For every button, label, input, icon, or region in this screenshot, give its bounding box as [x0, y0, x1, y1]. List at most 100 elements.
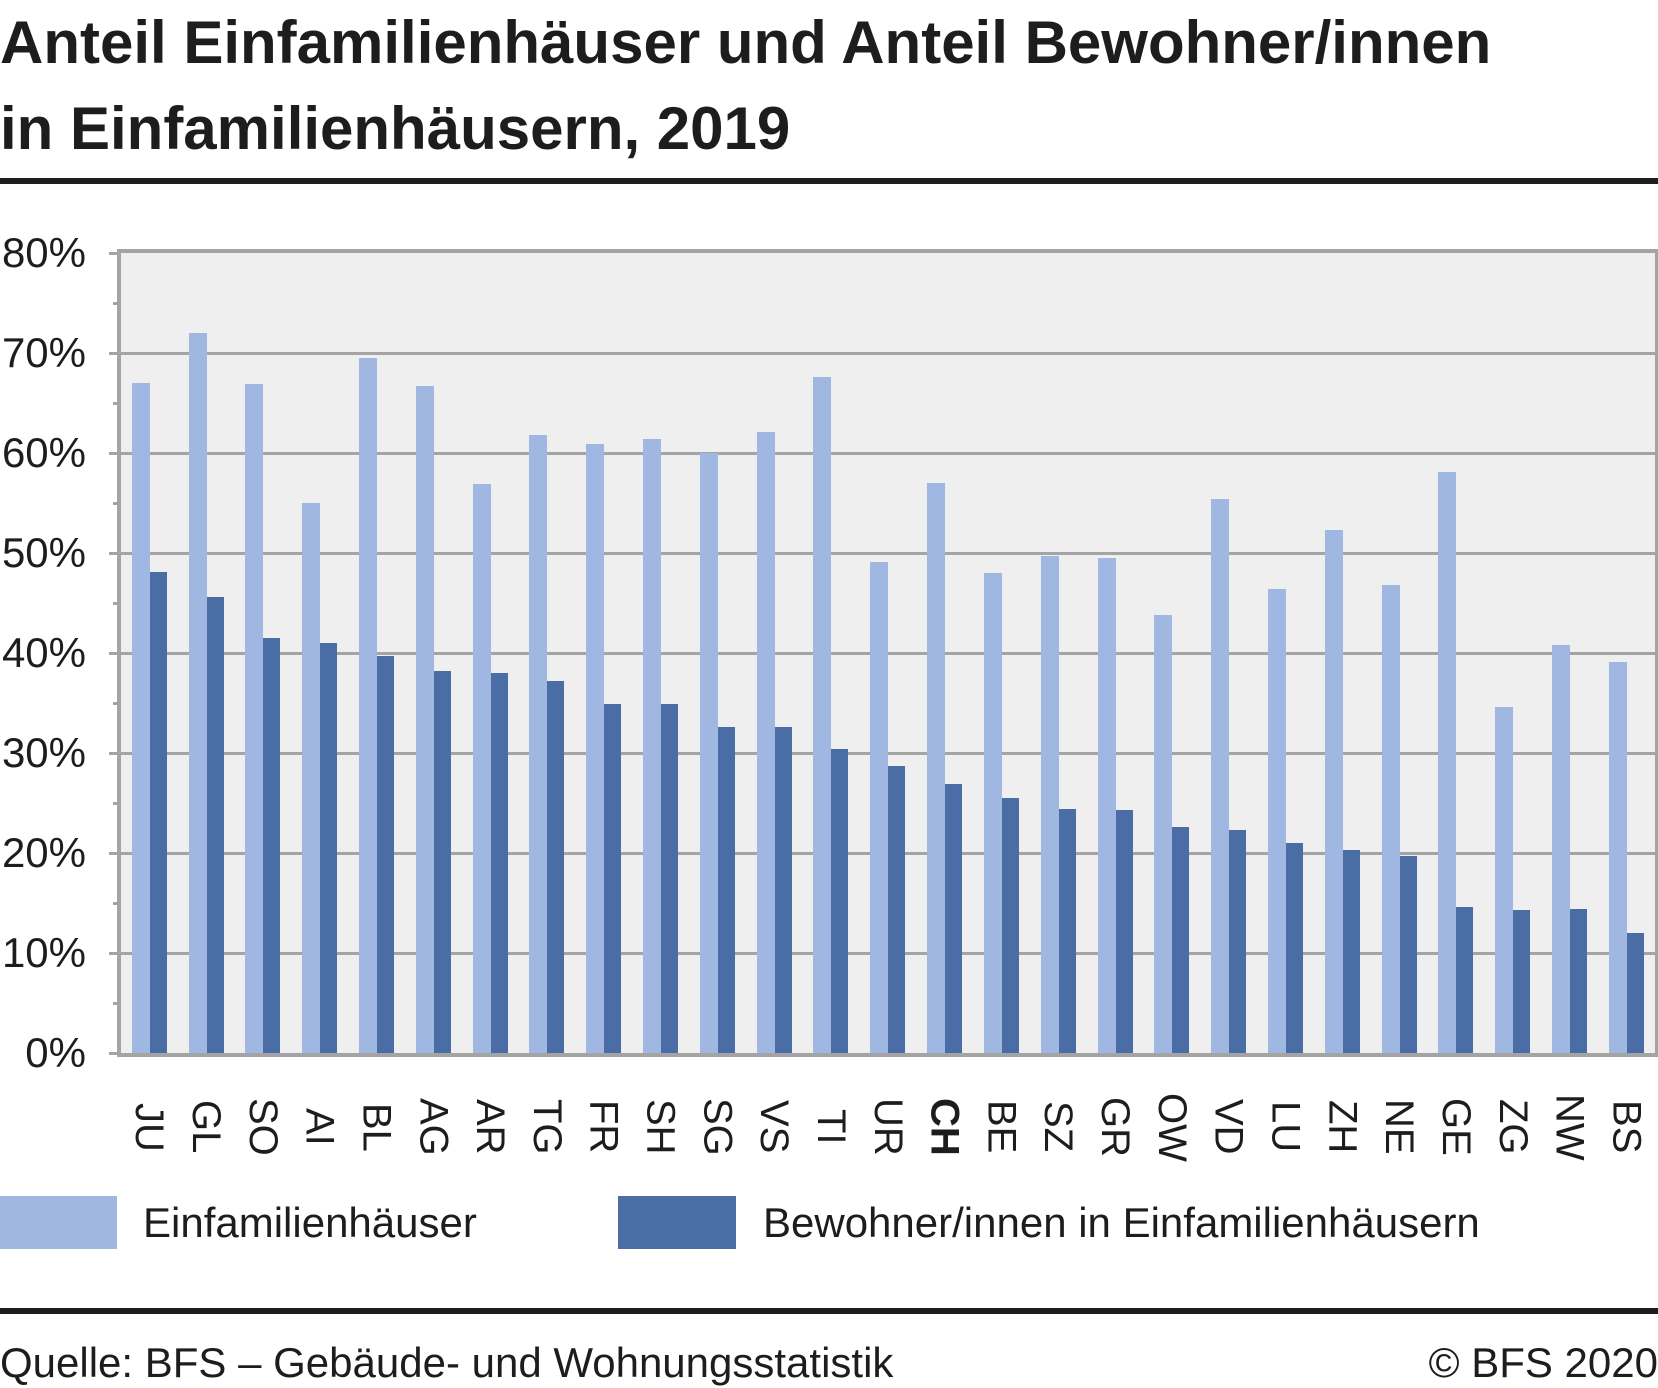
bar-einfamilienhaeuser-GE: [1438, 472, 1457, 1053]
x-axis-label-NW: NW: [1547, 1093, 1592, 1161]
y-major-tick-20: [109, 851, 121, 855]
bar-einfamilienhaeuser-CH: [927, 483, 946, 1053]
bar-einfamilienhaeuser-SG: [699, 453, 718, 1053]
y-minor-tick-5: [113, 1001, 121, 1005]
bar-einfamilienhaeuser-TG: [529, 435, 548, 1053]
legend-label-einfamilienhaeuser: Einfamilienhäuser: [143, 1199, 477, 1246]
bar-bewohner-AI: [320, 643, 338, 1053]
legend-swatch-bewohner: [618, 1196, 736, 1249]
bar-bewohner-OW: [1172, 827, 1190, 1053]
y-axis-label-70: 70%: [1, 329, 86, 376]
bar-bewohner-NE: [1399, 856, 1417, 1053]
y-axis-label-20: 20%: [1, 829, 86, 876]
y-major-tick-40: [109, 651, 121, 655]
legend-swatch-einfamilienhaeuser: [0, 1196, 117, 1249]
gridline-70: [121, 351, 1655, 355]
bar-bewohner-VD: [1229, 830, 1247, 1053]
x-axis-label-VS: VS: [752, 1100, 797, 1154]
bar-bewohner-NW: [1570, 909, 1588, 1053]
bar-einfamilienhaeuser-NE: [1381, 585, 1400, 1053]
x-axis-label-ZH: ZH: [1320, 1100, 1365, 1154]
y-axis-label-50: 50%: [1, 529, 86, 576]
y-minor-tick-55: [113, 501, 121, 505]
bar-einfamilienhaeuser-ZH: [1324, 530, 1343, 1053]
bar-bewohner-CH: [945, 784, 963, 1053]
bar-bewohner-BL: [376, 656, 394, 1053]
bar-einfamilienhaeuser-AI: [302, 503, 321, 1053]
y-axis-label-0: 0%: [25, 1029, 86, 1076]
x-axis-label-GE: GE: [1433, 1098, 1478, 1156]
y-major-tick-30: [109, 751, 121, 755]
bar-bewohner-SG: [717, 727, 735, 1053]
x-axis-label-GL: GL: [184, 1100, 228, 1154]
x-axis-label-JU: JU: [127, 1102, 172, 1152]
x-axis-label-LU: LU: [1263, 1101, 1308, 1153]
y-minor-tick-15: [113, 901, 121, 905]
bar-einfamilienhaeuser-TI: [813, 377, 832, 1053]
bar-einfamilienhaeuser-SO: [245, 384, 264, 1053]
y-major-tick-0: [109, 1051, 121, 1055]
y-minor-tick-25: [113, 801, 121, 805]
bar-einfamilienhaeuser-GR: [1097, 558, 1116, 1053]
x-axis-label-CH: CH: [922, 1098, 967, 1156]
y-minor-tick-45: [113, 601, 121, 605]
bar-bewohner-FR: [604, 704, 622, 1053]
x-axis-label-FR: FR: [581, 1100, 626, 1154]
x-axis-label-ZG: ZG: [1490, 1099, 1535, 1155]
y-major-tick-60: [109, 451, 121, 455]
bar-einfamilienhaeuser-FR: [586, 444, 605, 1053]
x-axis-label-BS: BS: [1604, 1100, 1649, 1154]
plot-area: [121, 253, 1655, 1053]
bar-einfamilienhaeuser-BL: [358, 358, 377, 1053]
bar-einfamilienhaeuser-AR: [472, 484, 491, 1053]
footer-divider-rule: [0, 1308, 1658, 1314]
x-axis-label-GR: GR: [1093, 1097, 1138, 1157]
x-axis-label-TI: TI: [808, 1109, 853, 1145]
bar-bewohner-GE: [1456, 907, 1474, 1053]
bar-einfamilienhaeuser-SH: [643, 439, 662, 1053]
x-axis-label-SG: SG: [695, 1098, 740, 1156]
y-axis-label-30: 30%: [1, 729, 86, 776]
footer: Quelle: BFS – Gebäude- und Wohnungsstati…: [0, 1338, 1658, 1388]
legend-label-bewohner: Bewohner/innen in Einfamilienhäusern: [763, 1199, 1480, 1246]
bar-einfamilienhaeuser-OW: [1154, 615, 1173, 1053]
bar-bewohner-GL: [206, 597, 224, 1053]
x-axis-label-AI: AI: [297, 1108, 342, 1146]
bar-bewohner-VS: [774, 727, 792, 1053]
x-axis-label-BL: BL: [354, 1102, 399, 1152]
chart-title-line1: Anteil Einfamilienhäuser und Anteil Bewo…: [0, 9, 1492, 76]
bar-einfamilienhaeuser-NW: [1552, 645, 1571, 1053]
bar-einfamilienhaeuser-BE: [983, 573, 1002, 1053]
y-major-tick-50: [109, 551, 121, 555]
title-divider-rule: [0, 178, 1658, 184]
bar-einfamilienhaeuser-BS: [1608, 662, 1627, 1053]
y-minor-tick-75: [113, 301, 121, 305]
x-axis-label-UR: UR: [865, 1098, 910, 1156]
bar-bewohner-AG: [433, 671, 451, 1053]
x-axis-label-SO: SO: [240, 1098, 285, 1156]
x-axis-label-TG: TG: [524, 1099, 569, 1155]
bar-bewohner-TG: [547, 681, 565, 1053]
chart-title: Anteil Einfamilienhäuser und Anteil Bewo…: [0, 0, 1491, 172]
gridline-50: [121, 551, 1655, 555]
footer-copyright: © BFS 2020: [1428, 1339, 1658, 1386]
footer-source: Quelle: BFS – Gebäude- und Wohnungsstati…: [0, 1339, 894, 1386]
bar-bewohner-BS: [1626, 933, 1644, 1053]
bar-einfamilienhaeuser-GL: [188, 333, 207, 1053]
y-major-tick-80: [109, 251, 121, 255]
y-major-tick-10: [109, 951, 121, 955]
bar-bewohner-JU: [149, 572, 167, 1053]
x-axis-label-NE: NE: [1377, 1099, 1422, 1155]
bar-bewohner-UR: [888, 766, 906, 1053]
bar-bewohner-LU: [1285, 843, 1303, 1053]
bar-bewohner-ZH: [1342, 850, 1360, 1053]
x-axis-label-AG: AG: [411, 1098, 456, 1156]
x-axis-label-AR: AR: [468, 1099, 513, 1155]
bar-einfamilienhaeuser-VS: [756, 432, 775, 1053]
y-axis-label-80: 80%: [1, 229, 86, 276]
bar-bewohner-AR: [490, 673, 508, 1053]
bar-bewohner-SO: [263, 638, 281, 1053]
chart-title-line2: in Einfamilienhäusern, 2019: [0, 95, 791, 162]
y-axis-label-40: 40%: [1, 629, 86, 676]
bar-einfamilienhaeuser-LU: [1267, 589, 1286, 1053]
